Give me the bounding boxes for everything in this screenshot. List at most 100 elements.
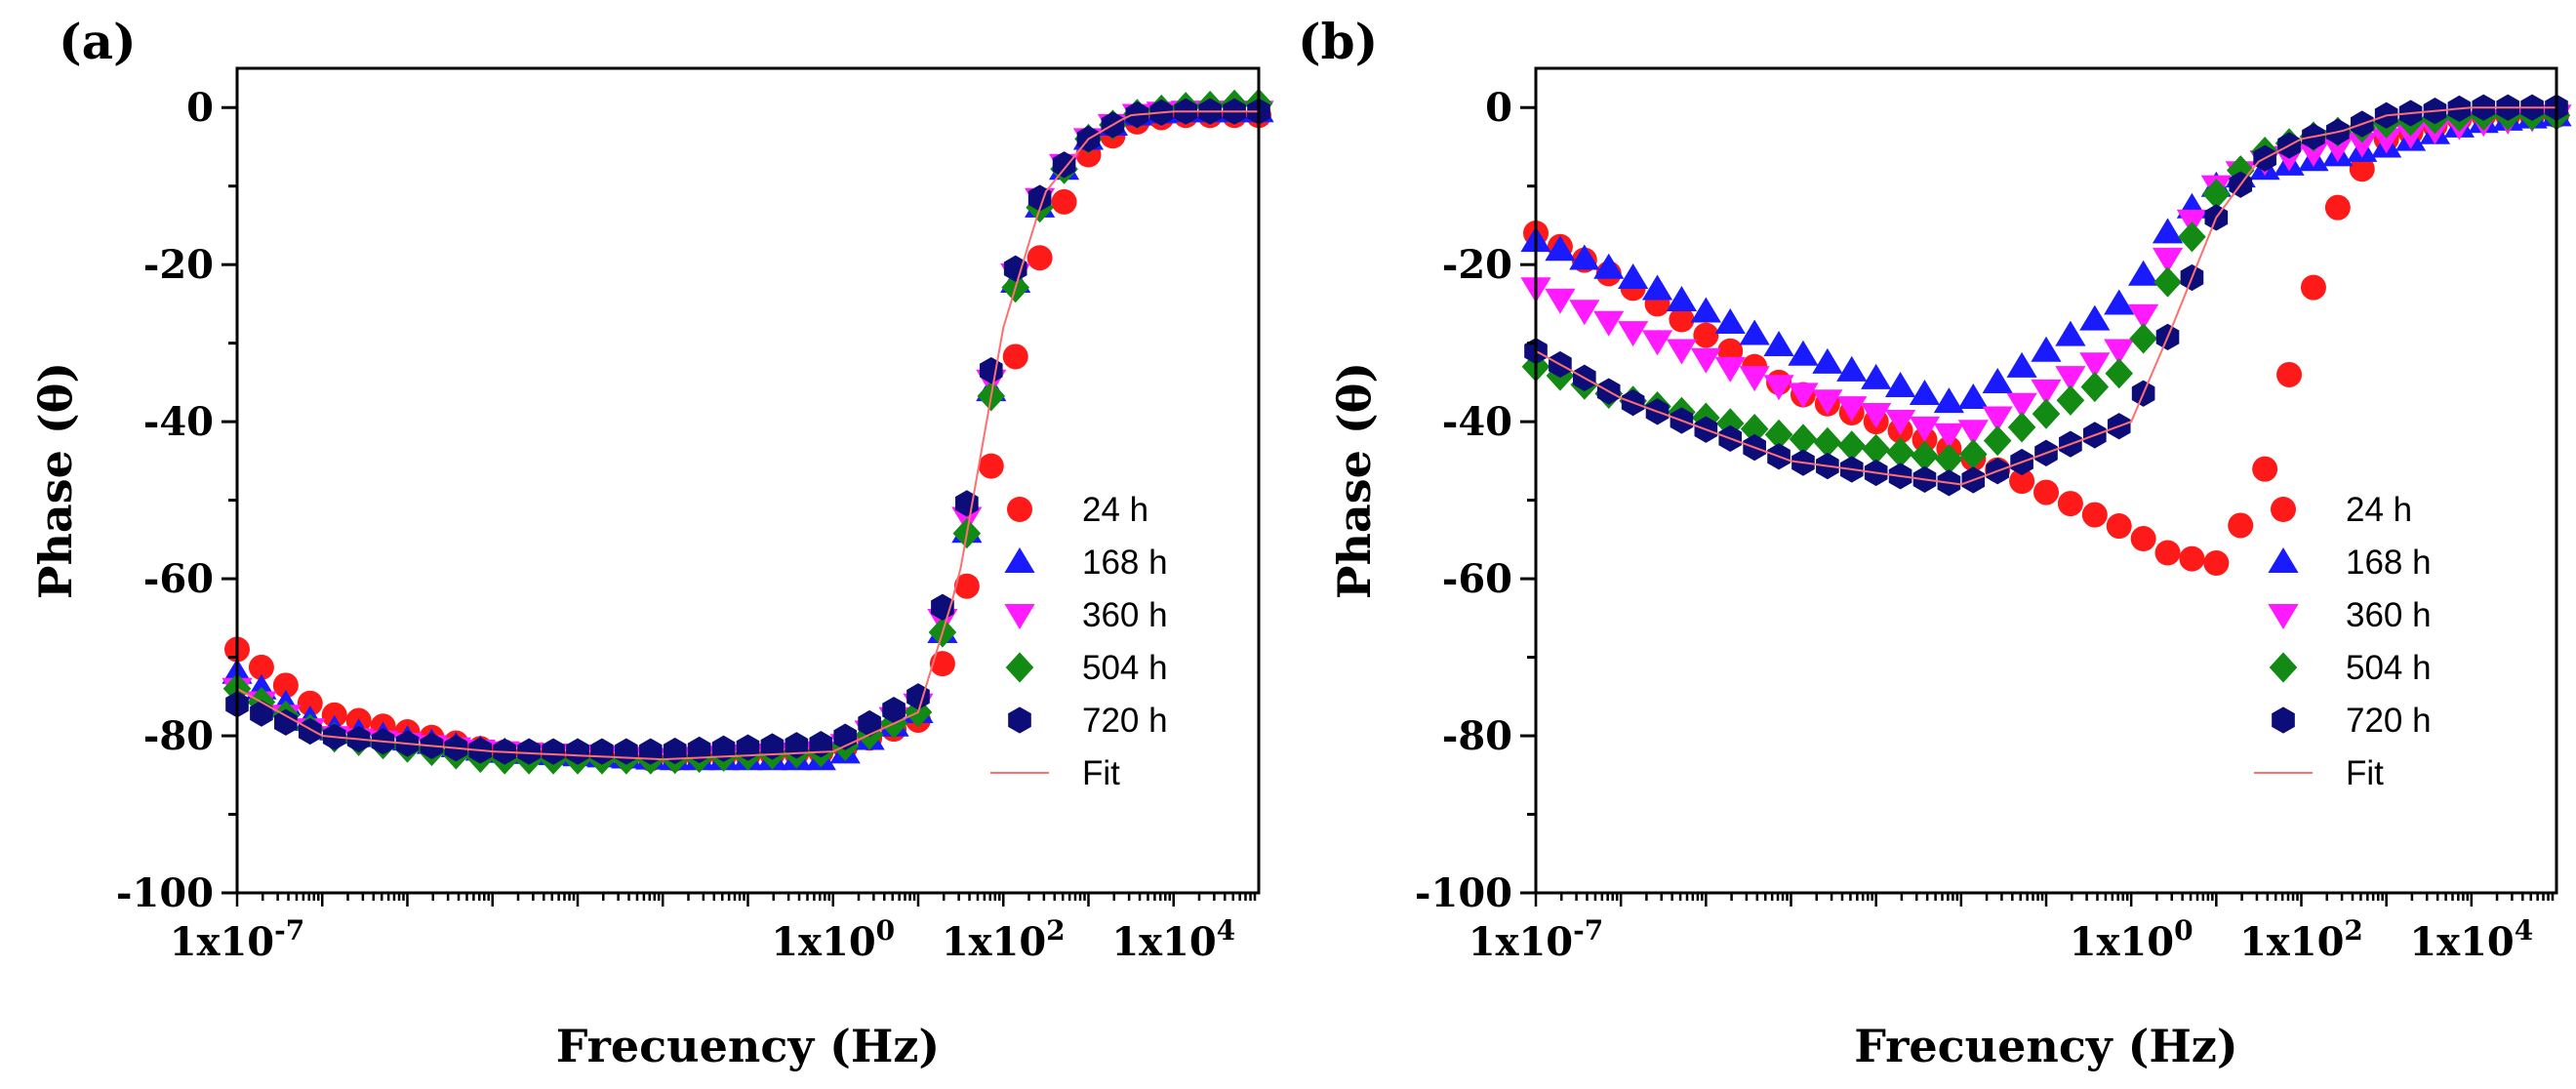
data-point: [1861, 403, 1892, 429]
legend-item: 24 h: [2271, 491, 2412, 529]
data-point: [1763, 331, 1794, 357]
data-point: [1545, 288, 1576, 314]
legend-item: 504 h: [1005, 649, 1168, 687]
data-point: [2130, 526, 2156, 552]
data-point: [2106, 513, 2132, 540]
data-point: [2300, 274, 2326, 301]
legend-swatch: [1004, 547, 1035, 574]
data-point: [1789, 424, 1818, 455]
series-720-h: [225, 98, 1270, 765]
data-point: [2006, 351, 2037, 378]
legend-swatch: [2268, 603, 2299, 629]
data-point: [2033, 479, 2059, 505]
legend-item: 24 h: [1007, 491, 1148, 529]
series-360-h: [1520, 104, 2572, 449]
x-axis-title: Frecuency (Hz): [556, 1020, 940, 1072]
data-point: [1909, 380, 1941, 406]
data-point: [1714, 308, 1746, 335]
data-point: [2031, 336, 2062, 362]
data-point: [1618, 321, 1649, 347]
data-point: [248, 654, 274, 680]
data-layer: [221, 88, 1274, 775]
data-point: [1693, 322, 1719, 348]
data-point: [590, 738, 614, 765]
data-point: [1739, 319, 1770, 345]
data-point: [1884, 409, 1916, 435]
data-point: [297, 690, 323, 716]
y-tick-label: -80: [143, 713, 214, 759]
y-tick-label: 0: [1485, 85, 1512, 131]
data-point: [2347, 132, 2378, 158]
legend-item: 168 h: [2268, 544, 2432, 582]
legend-label: 24 h: [1082, 491, 1148, 529]
y-tick-label: -100: [116, 870, 214, 916]
legend-swatch: [1007, 497, 1032, 522]
data-point: [2178, 222, 2206, 253]
data-point: [2203, 550, 2230, 576]
x-tick-label: 1x104: [1111, 914, 1235, 965]
legend-item: 504 h: [2269, 649, 2432, 687]
data-point: [1911, 440, 1939, 471]
legend-swatch: [1005, 652, 1034, 683]
data-point: [1957, 420, 1989, 446]
data-point: [2056, 384, 2085, 416]
x-tick-label: 1x10-7: [1469, 914, 1603, 965]
data-point: [2252, 456, 2278, 482]
panel-label: (b): [1298, 13, 1378, 70]
legend-item: 168 h: [1004, 544, 1168, 582]
legend-label: Fit: [1082, 754, 1120, 792]
data-point: [1886, 437, 1914, 468]
data-point: [1957, 383, 1989, 410]
data-point: [1812, 347, 1843, 374]
panel-label: (a): [59, 13, 137, 70]
data-point: [2371, 128, 2402, 154]
data-point: [1861, 363, 1892, 389]
y-tick-label: -20: [143, 242, 214, 288]
legend-label: 168 h: [2346, 544, 2432, 582]
data-point: [2006, 392, 2037, 419]
data-point: [2324, 194, 2351, 221]
x-tick-label: 1x100: [771, 914, 895, 965]
y-tick-label: 0: [186, 85, 214, 131]
data-point: [272, 672, 299, 699]
data-point: [2032, 398, 2061, 429]
data-point: [1593, 310, 1625, 337]
data-point: [2055, 366, 2086, 392]
data-point: [1836, 396, 1868, 423]
data-point: [2276, 361, 2303, 387]
data-point: [1837, 430, 1867, 462]
x-tick-label: 1x102: [942, 914, 1066, 965]
data-point: [2322, 137, 2354, 163]
data-point: [1933, 423, 1964, 449]
data-point: [1666, 286, 1698, 312]
y-tick-label: -100: [1415, 870, 1512, 916]
data-point: [2154, 540, 2181, 566]
legend-swatch: [1004, 603, 1035, 629]
data-point: [2228, 512, 2254, 539]
data-point: [2128, 303, 2159, 330]
data-point: [2129, 323, 2157, 354]
data-point: [2152, 247, 2184, 273]
data-point: [2104, 339, 2135, 365]
data-point: [250, 700, 273, 727]
x-tick-label: 1x100: [2070, 914, 2194, 965]
x-axis-title: Frecuency (Hz): [1854, 1020, 2237, 1072]
data-point: [1641, 274, 1673, 301]
y-tick-label: -60: [1442, 556, 1512, 602]
legend-item: 360 h: [2268, 596, 2432, 634]
y-tick-label: -40: [143, 399, 214, 445]
data-point: [1569, 244, 1600, 270]
data-point: [1051, 188, 1077, 215]
data-point: [1739, 366, 1770, 392]
y-tick-label: -80: [1442, 713, 1512, 759]
legend-label: Fit: [2346, 754, 2384, 792]
legend-item: 720 h: [1008, 702, 1168, 740]
data-point: [1002, 343, 1028, 370]
legend-label: 360 h: [1082, 596, 1168, 634]
data-point: [2079, 304, 2111, 331]
data-point: [298, 717, 322, 746]
data-point: [1884, 371, 1916, 397]
data-point: [517, 738, 541, 765]
